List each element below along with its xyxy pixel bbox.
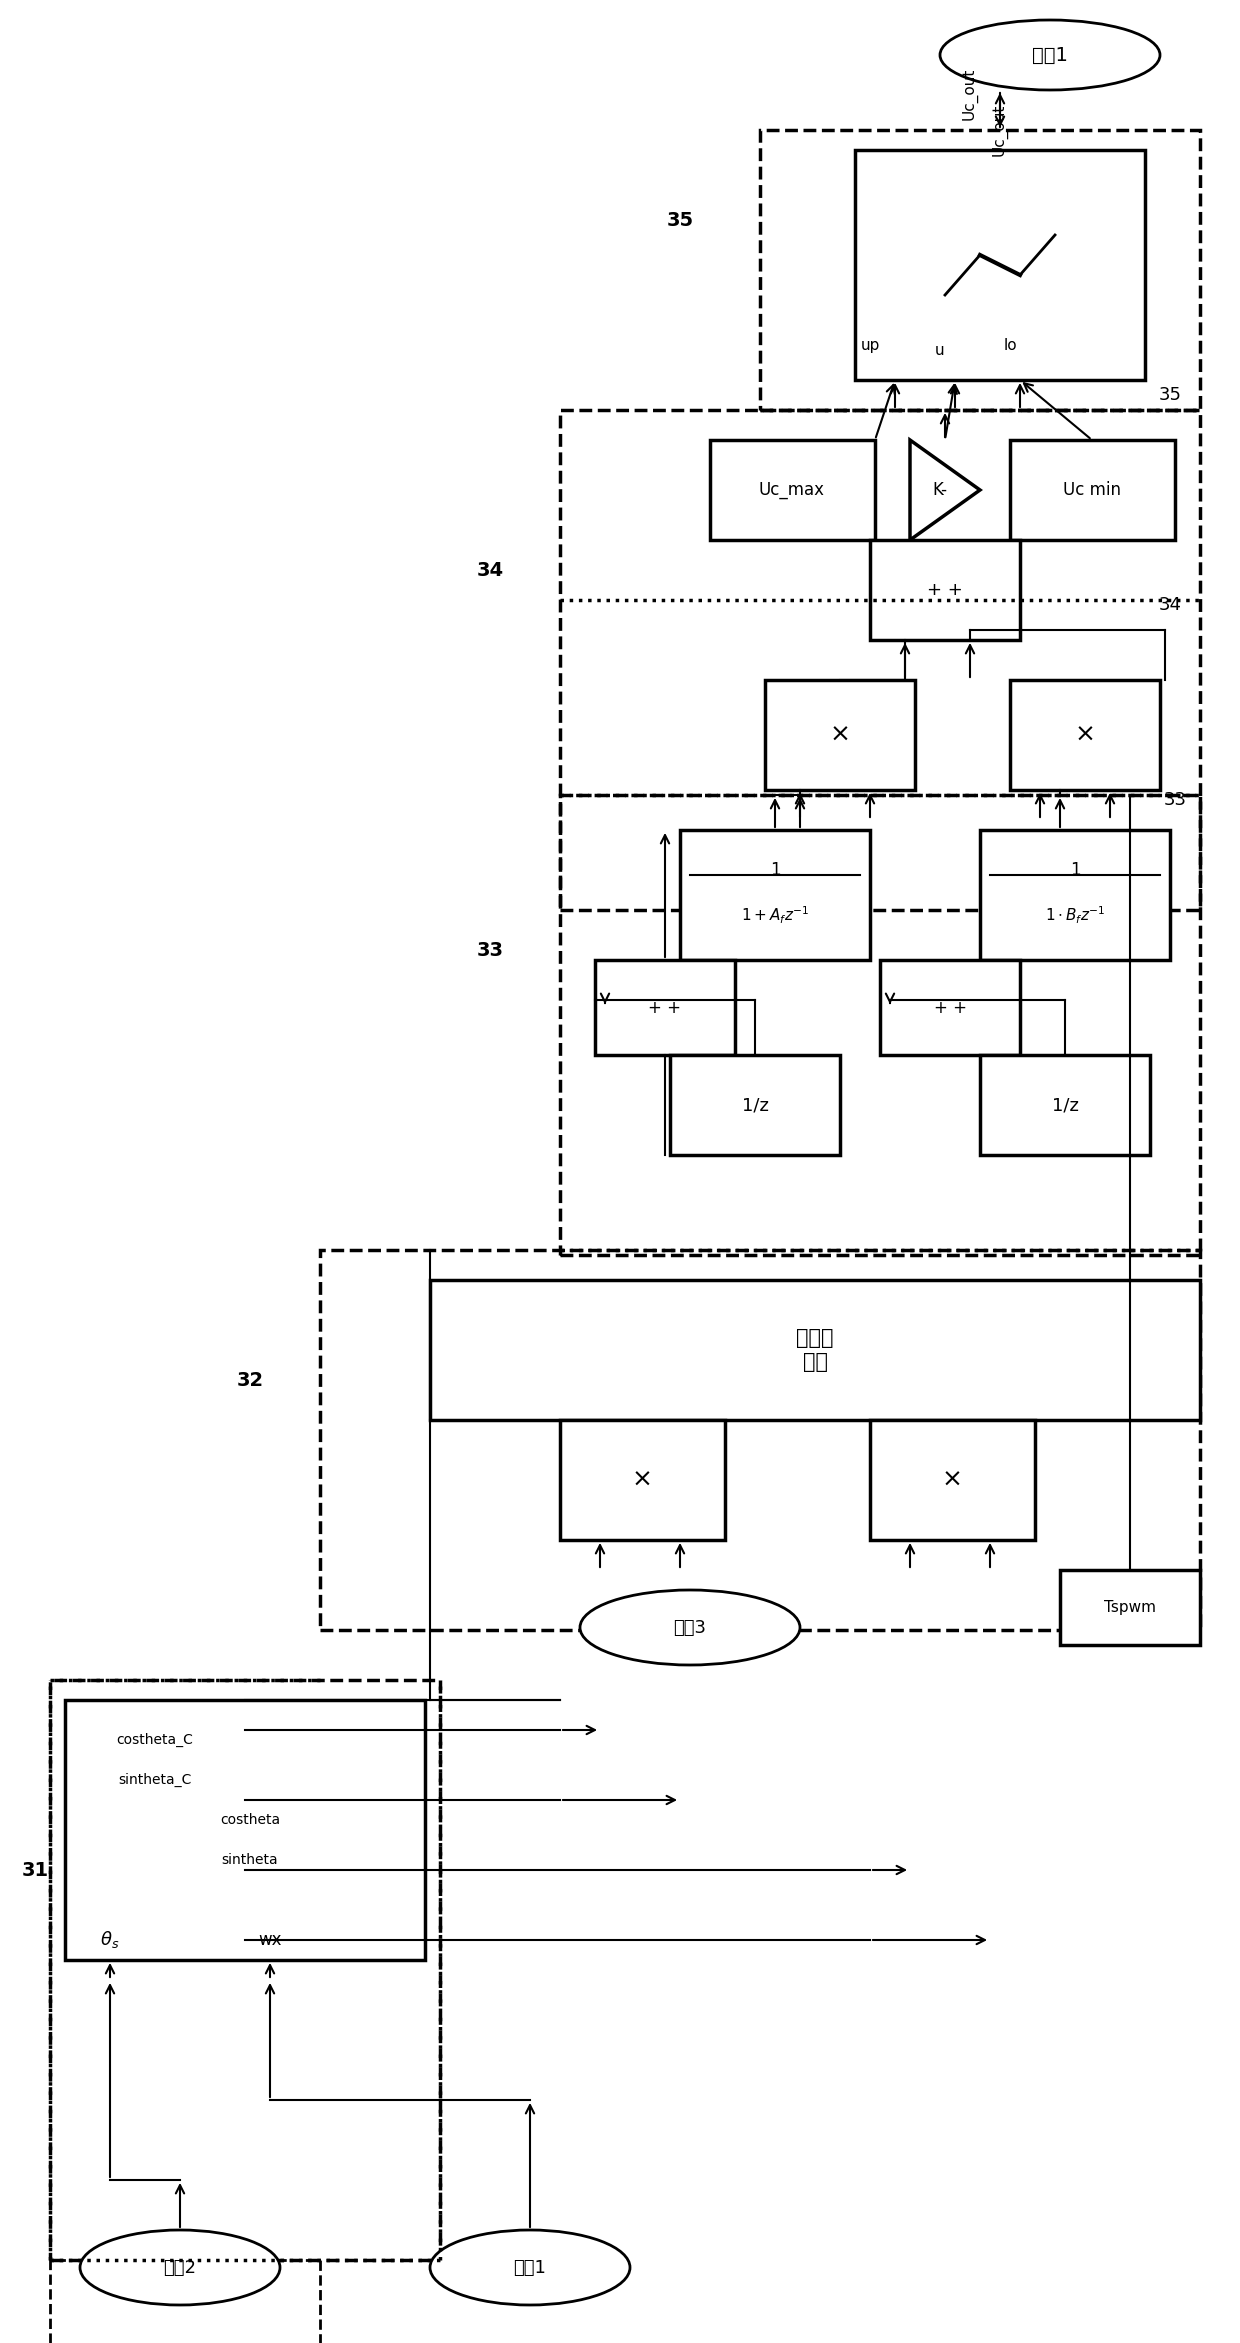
Text: Uc min: Uc min bbox=[1063, 480, 1121, 499]
Text: 1: 1 bbox=[770, 860, 780, 879]
Bar bbox=[64, 1701, 425, 1961]
Bar bbox=[670, 1054, 839, 1155]
Text: 1/z: 1/z bbox=[1052, 1097, 1079, 1113]
Text: u: u bbox=[935, 342, 945, 358]
Ellipse shape bbox=[81, 2231, 280, 2306]
Text: $\theta_s$: $\theta_s$ bbox=[100, 1931, 120, 1949]
Text: + +: + + bbox=[928, 581, 963, 600]
Text: 输入3: 输入3 bbox=[673, 1619, 707, 1635]
Text: Uc_out: Uc_out bbox=[962, 68, 978, 119]
Bar bbox=[680, 829, 870, 961]
Text: Tspwm: Tspwm bbox=[1104, 1600, 1156, 1614]
Text: 35: 35 bbox=[1158, 387, 1182, 403]
Bar bbox=[50, 1680, 440, 2261]
Bar bbox=[765, 679, 915, 790]
Text: + +: + + bbox=[934, 998, 966, 1017]
Bar bbox=[560, 410, 1200, 909]
Text: ×: × bbox=[830, 724, 851, 747]
Text: 输入1: 输入1 bbox=[1032, 45, 1068, 66]
Text: 34: 34 bbox=[476, 560, 503, 579]
Text: 输入1: 输入1 bbox=[513, 2259, 547, 2277]
Text: ×: × bbox=[942, 1469, 963, 1492]
Text: 1/z: 1/z bbox=[742, 1097, 769, 1113]
Text: up: up bbox=[861, 337, 879, 351]
Text: $1\cdot B_f z^{-1}$: $1\cdot B_f z^{-1}$ bbox=[1045, 904, 1105, 925]
Text: 35: 35 bbox=[666, 211, 693, 230]
Bar bbox=[320, 1251, 1200, 1631]
Text: K-: K- bbox=[932, 480, 947, 499]
Bar bbox=[980, 829, 1171, 961]
Text: 33: 33 bbox=[1163, 792, 1187, 808]
Text: ×: × bbox=[632, 1469, 653, 1492]
Bar bbox=[880, 961, 1021, 1054]
Text: wx: wx bbox=[258, 1931, 281, 1949]
Text: 33: 33 bbox=[476, 940, 503, 961]
Ellipse shape bbox=[430, 2231, 630, 2306]
Bar bbox=[980, 1054, 1149, 1155]
Bar bbox=[856, 150, 1145, 380]
Bar bbox=[560, 794, 1200, 1256]
Bar bbox=[711, 440, 875, 539]
Text: 32: 32 bbox=[237, 1371, 264, 1389]
Text: sintheta: sintheta bbox=[222, 1853, 278, 1867]
Text: 1: 1 bbox=[1070, 860, 1080, 879]
Text: 31: 31 bbox=[21, 1860, 48, 1879]
Text: costheta: costheta bbox=[219, 1813, 280, 1828]
Bar bbox=[430, 1279, 1200, 1420]
Text: sintheta_C: sintheta_C bbox=[118, 1774, 192, 1788]
Bar bbox=[760, 129, 1200, 410]
Text: ×: × bbox=[1075, 724, 1095, 747]
Text: Uc_max: Uc_max bbox=[759, 480, 825, 499]
Ellipse shape bbox=[940, 21, 1159, 89]
Text: Uc_out: Uc_out bbox=[992, 103, 1008, 157]
Text: 34: 34 bbox=[1158, 595, 1182, 614]
Bar bbox=[560, 1420, 725, 1539]
Bar bbox=[870, 1420, 1035, 1539]
Text: costheta_C: costheta_C bbox=[117, 1734, 193, 1748]
Bar bbox=[1060, 1570, 1200, 1645]
Text: lo: lo bbox=[1003, 337, 1017, 351]
Bar bbox=[870, 539, 1021, 640]
Text: 输入2: 输入2 bbox=[164, 2259, 196, 2277]
Bar bbox=[1011, 679, 1159, 790]
Bar bbox=[595, 961, 735, 1054]
Ellipse shape bbox=[580, 1591, 800, 1666]
Text: 傘里叶
分析: 傘里叶 分析 bbox=[796, 1328, 833, 1371]
Bar bbox=[1011, 440, 1176, 539]
Text: + +: + + bbox=[649, 998, 682, 1017]
Text: $1+A_f z^{-1}$: $1+A_f z^{-1}$ bbox=[740, 904, 810, 925]
